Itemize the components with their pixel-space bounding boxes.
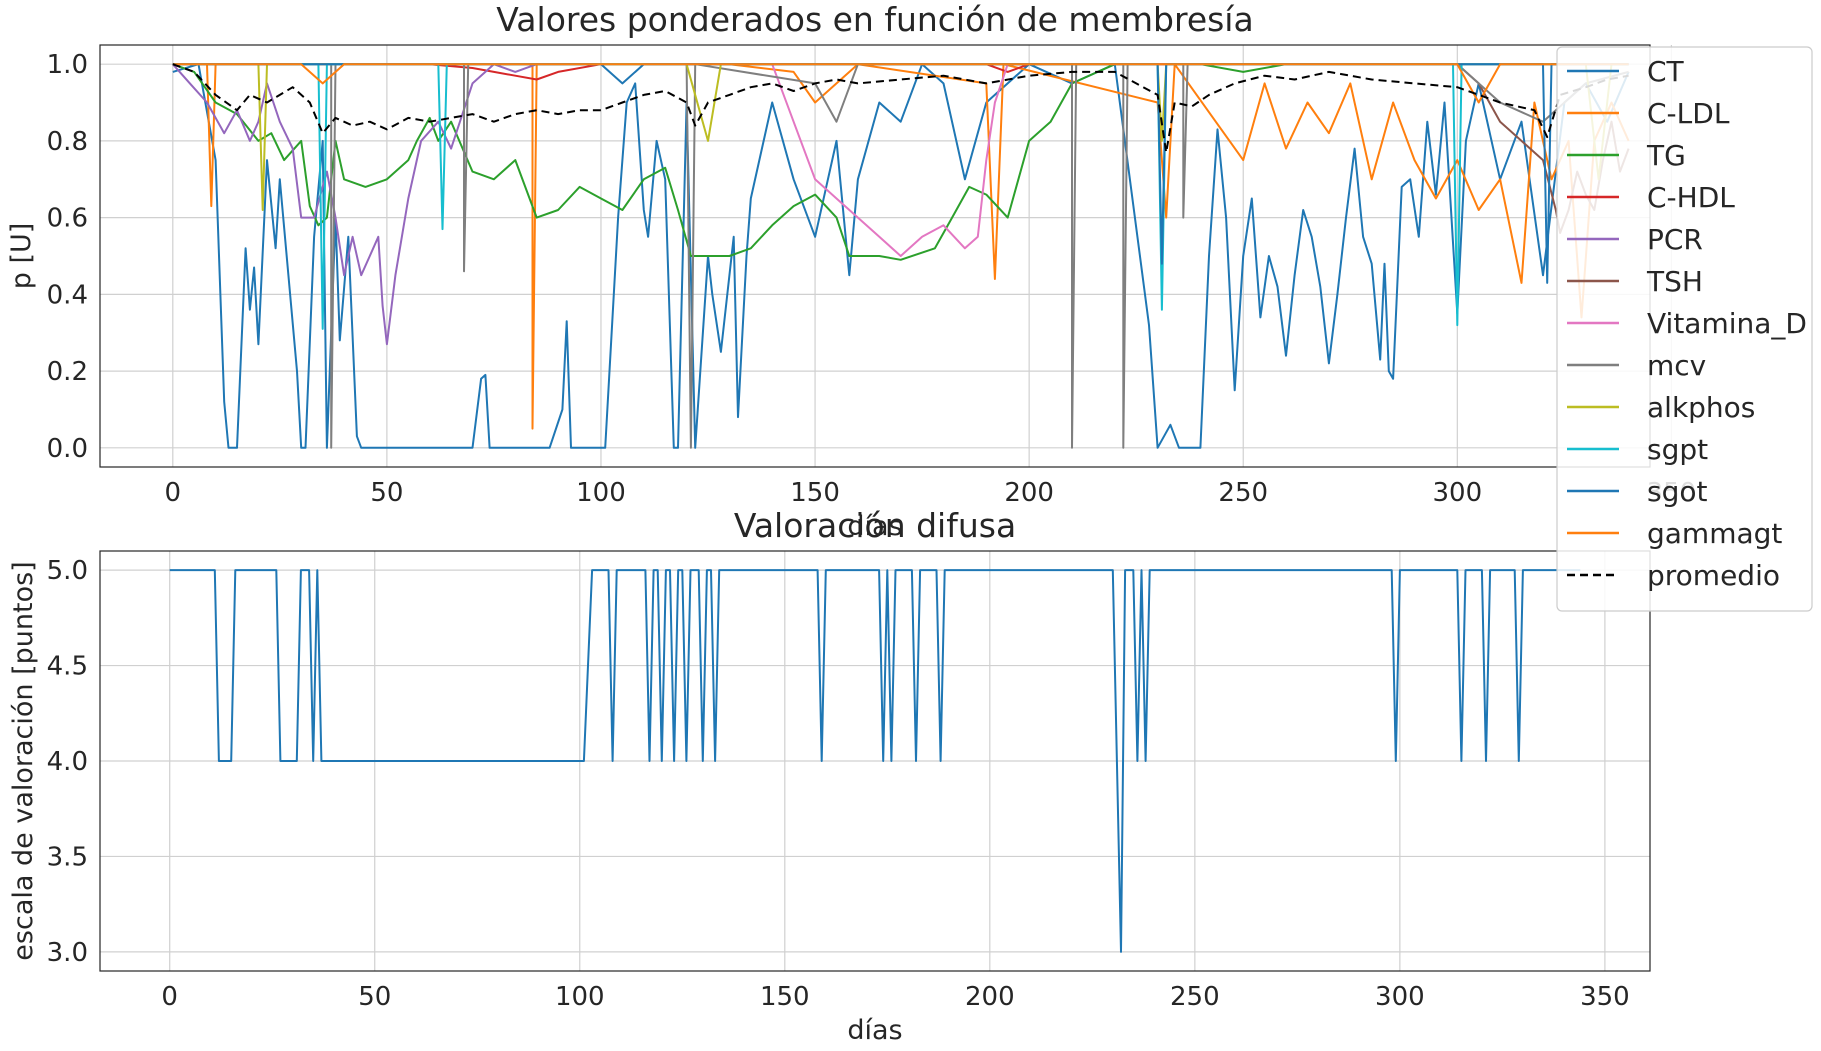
top-x-axis-label: días [847,511,902,542]
series-line-promedio [172,63,1629,154]
y-tick-label: 4.0 [47,747,88,777]
top-series-group [172,63,1630,449]
x-tick-label: 350 [1580,982,1630,1012]
x-tick-label: 50 [370,478,403,508]
legend-item: sgot [1567,475,1707,508]
top-chart-title: Valores ponderados en función de membres… [496,0,1253,39]
bottom-x-axis-label: días [847,1015,902,1046]
bottom-y-tick-labels: 3.0 3.5 4.0 4.5 5.0 [47,556,88,968]
x-tick-label: 300 [1375,982,1425,1012]
legend-item: CT [1567,55,1685,88]
legend-item: TG [1567,139,1686,172]
series-line-alkphos [172,63,1629,211]
y-tick-label: 0.8 [47,127,88,157]
legend-label: alkphos [1647,391,1755,424]
legend-item: TSH [1567,265,1703,298]
legend-label: TG [1646,139,1686,172]
series-line-tg [172,63,1629,261]
series-line-sgpt [172,63,1629,330]
bottom-plot: 0 50 100 150 200 250 300 350 3.0 3.5 4.0 4.5 5.0 Va… [8,506,1651,1046]
series-line-gammagt [172,63,1629,104]
x-tick-label: 200 [1004,478,1054,508]
series-line-ct [172,63,1630,449]
x-tick-label: 0 [165,478,182,508]
x-tick-label: 100 [555,982,605,1012]
series-line-pcr [172,63,1629,346]
y-tick-label: 0.2 [47,357,88,387]
bottom-x-tick-labels: 0 50 100 150 200 250 300 350 [161,982,1629,1012]
legend-item: promedio [1567,559,1780,592]
y-tick-label: 0.0 [47,434,88,464]
top-y-axis-label: p [U] [6,223,37,290]
legend-label: TSH [1646,265,1703,298]
bottom-chart-title: Valoración difusa [734,506,1016,545]
series-line-c-hdl [172,63,1629,81]
x-tick-label: 100 [576,478,626,508]
legend-label: C-HDL [1647,181,1735,214]
bottom-y-axis-label: escala de valoración [puntos] [8,561,39,960]
legend-label: sgot [1647,475,1707,508]
bottom-plot-frame [99,550,1651,972]
x-tick-label: 50 [358,982,391,1012]
legend-item: Vitamina_D [1567,307,1807,340]
x-tick-label: 250 [1170,982,1220,1012]
y-tick-label: 3.5 [47,842,88,872]
series-line-valoracion [169,569,1581,953]
legend-label: gammagt [1647,517,1782,550]
legend-label: C-LDL [1647,97,1730,130]
legend-label: Vitamina_D [1647,307,1807,340]
y-tick-label: 0.6 [47,204,88,234]
legend-label: CT [1647,55,1685,88]
legend-item: C-LDL [1567,97,1730,130]
y-tick-label: 3.0 [47,938,88,968]
y-tick-label: 1.0 [47,50,88,80]
legend-label: mcv [1647,349,1706,382]
legend-box [1556,46,1813,612]
legend-item: alkphos [1567,391,1755,424]
x-tick-label: 0 [161,982,178,1012]
legend-item: mcv [1567,349,1706,382]
bottom-series-group [169,569,1581,953]
legend-item: gammagt [1567,517,1782,550]
legend-label: promedio [1647,559,1780,592]
series-line-vitamina_d [172,63,1629,257]
x-tick-label: 150 [790,478,840,508]
x-tick-label: 250 [1218,478,1268,508]
top-y-tick-labels: 0.0 0.2 0.4 0.6 0.8 1.0 [47,50,88,464]
legend-item: C-HDL [1567,181,1735,214]
legend-item: sgpt [1567,433,1708,466]
legend-label: sgpt [1647,433,1708,466]
series-line-c-ldl [172,63,1630,430]
y-tick-label: 4.5 [47,652,88,682]
y-tick-label: 5.0 [47,556,88,586]
x-tick-label: 300 [1433,478,1483,508]
legend-item: PCR [1567,223,1703,256]
y-tick-label: 0.4 [47,280,88,310]
x-tick-label: 150 [760,982,810,1012]
legend-label: PCR [1647,223,1703,256]
x-tick-label: 200 [965,982,1015,1012]
series-line-sgot [172,63,1629,284]
